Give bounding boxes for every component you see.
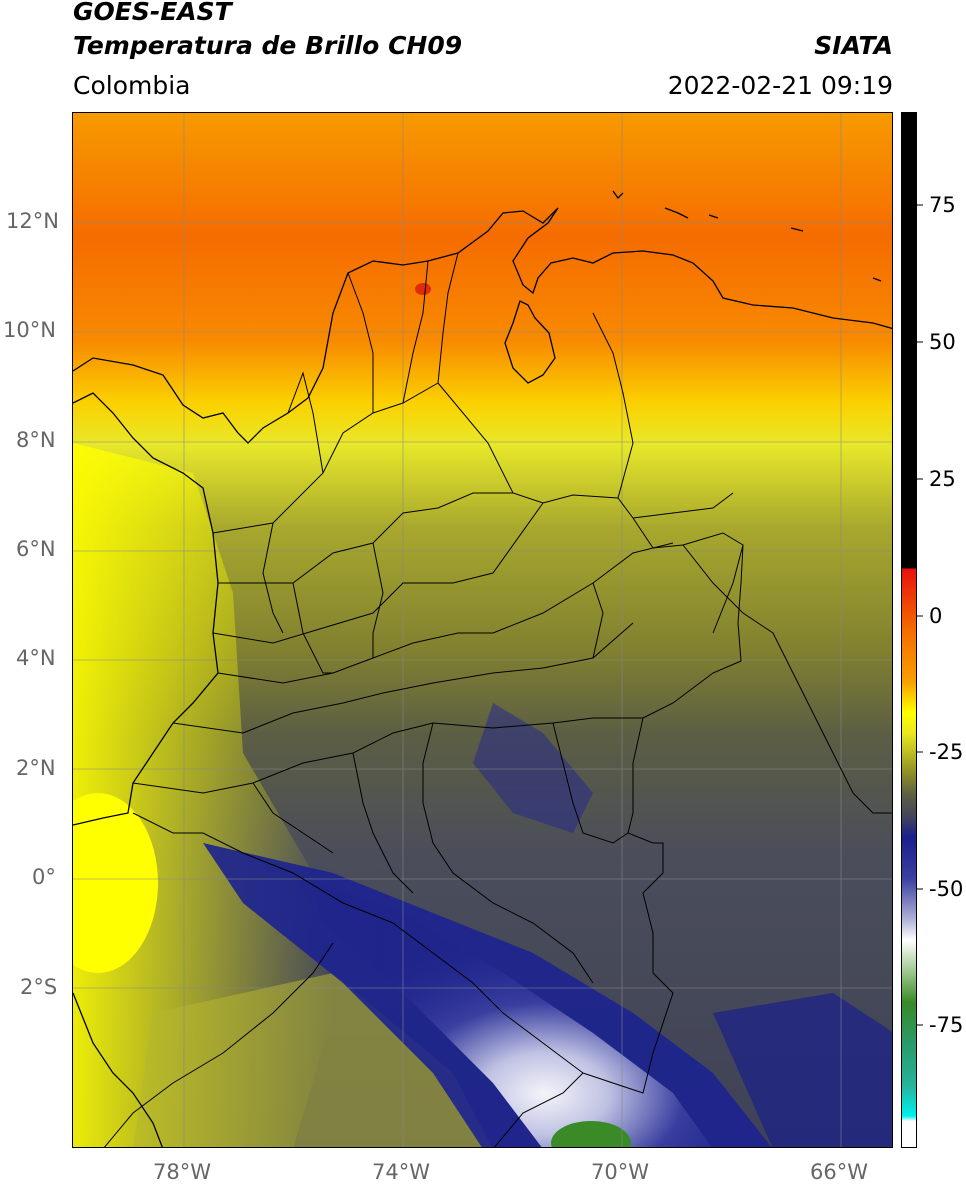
graticule [73,113,892,1147]
lat-tick-10n: 10°N [3,318,56,342]
temperature-colorbar [901,112,917,1148]
lat-tick-12n: 12°N [6,209,59,233]
cloud-core [293,873,712,1147]
southwest-olive [133,973,492,1147]
brightness-temperature-map [72,112,893,1148]
pacific-warm-region [73,443,333,1147]
colorbar-label-50: 50 [929,330,956,354]
lon-tick-66w: 66°W [810,1160,868,1184]
southeast-cold [713,993,892,1147]
title-satellite: GOES-EAST [73,0,232,26]
warm-spot [415,283,431,295]
colorbar-label-0: 0 [929,604,943,628]
cold-cell [473,703,593,833]
lat-tick-6n: 6°N [16,537,56,561]
lat-tick-8n: 8°N [16,428,56,452]
map-canvas [73,113,892,1147]
lat-tick-4n: 4°N [16,646,56,670]
colorbar-label-75: 75 [929,193,956,217]
borders [104,252,892,1147]
lat-tick-2s: 2°S [20,975,58,999]
colorbar-label-25: 25 [929,467,956,491]
title-product: Temperatura de Brillo CH09 [73,31,463,60]
datetime-label: 2022-02-21 09:19 [667,71,893,100]
colorbar-ticks [917,204,923,1026]
colorbar-label-minus50: -50 [929,877,964,901]
lon-tick-74w: 74°W [372,1160,430,1184]
lat-tick-0: 0° [32,865,56,889]
colorbar-label-minus25: -25 [929,740,964,764]
lat-tick-2n: 2°N [16,756,56,780]
coldest-patch [551,1121,631,1147]
coastlines [73,190,892,1147]
colorbar-label-minus75: -75 [929,1013,964,1037]
agency-label: SIATA [814,31,893,60]
lon-tick-78w: 78°W [153,1160,211,1184]
region-label: Colombia [73,71,191,100]
pacific-yellow-core [73,793,158,973]
colorbar-gradient [902,113,916,1147]
lon-tick-70w: 70°W [591,1160,649,1184]
